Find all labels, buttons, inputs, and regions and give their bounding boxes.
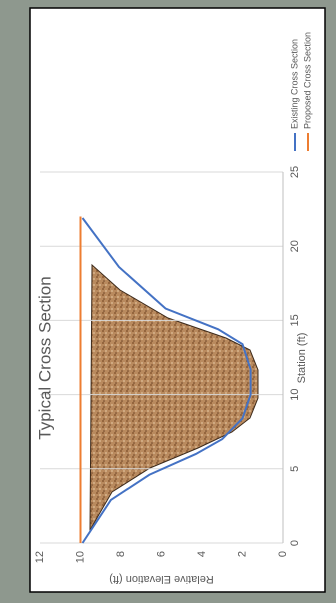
chart: 0 5 10 15 20 25 0 2 4 6 8 10 12 Typical Cross Section… [34, 32, 312, 585]
y-tick-label: 12 [34, 551, 46, 563]
x-tick-label: 15 [289, 314, 301, 326]
x-tick-label: 10 [289, 388, 301, 400]
y-tick-label: 6 [155, 551, 167, 557]
y-tick-label: 2 [236, 551, 248, 557]
fill-texture [89, 263, 259, 532]
y-tick-label: 8 [115, 551, 127, 557]
legend-label: Existing Cross Section [289, 39, 299, 129]
x-tick-label: 20 [289, 240, 301, 252]
chart-title: Typical Cross Section [35, 276, 54, 439]
legend-label: Proposed Cross Section [302, 32, 312, 129]
x-axis-title: Station (ft) [296, 333, 308, 384]
chart-panel [29, 7, 326, 593]
x-tick-label: 25 [289, 166, 301, 178]
y-tick-label: 0 [277, 551, 289, 557]
x-tick-label: 5 [289, 466, 301, 472]
y-tick-label: 4 [196, 551, 208, 557]
y-tick-label: 10 [74, 551, 86, 563]
series-line [81, 217, 252, 544]
y-axis-title: Relative Elevation (ft) [109, 573, 214, 585]
x-tick-label: 0 [289, 540, 301, 546]
